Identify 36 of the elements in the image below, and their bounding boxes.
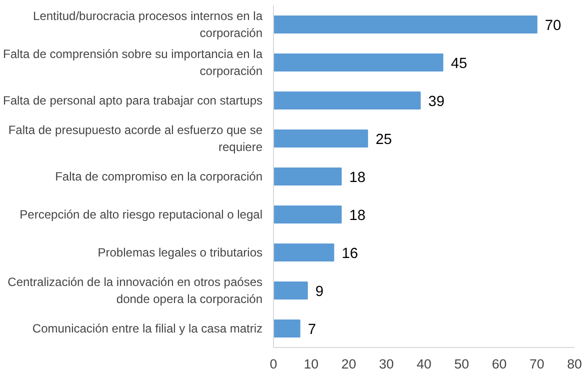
bar [274, 15, 538, 34]
bar [274, 53, 444, 72]
data-label: 18 [349, 170, 366, 186]
bar [274, 319, 300, 338]
bar [274, 243, 334, 262]
y-tick-label: Falta de presupuesto acorde al esfuerzo que se requiere [8, 123, 263, 154]
x-tick-label: 30 [378, 356, 394, 372]
bar [274, 129, 368, 148]
x-tick-label: 10 [304, 356, 319, 372]
y-tick-label: Lentitud/burocracia procesos internos en la corporación [33, 9, 263, 40]
x-tick-label: 80 [567, 356, 582, 372]
y-tick-label: Percepción de alto riesgo reputacional o legal [20, 208, 263, 222]
x-tick-label: 0 [270, 356, 278, 372]
x-tick-label: 70 [529, 356, 544, 372]
bar [274, 281, 308, 300]
y-tick-label: Falta de compromiso en la corporación [55, 170, 263, 184]
y-tick-label: Centralización de la innovación en otros paóses donde opera la corporación [8, 275, 263, 306]
x-tick-label: 50 [454, 356, 470, 372]
y-tick-label: Problemas legales o tributarios [98, 246, 262, 260]
y-tick-label: Falta de comprensión sobre su importancia en la corporación [3, 47, 263, 78]
y-tick-label: Falta de personal apto para trabajar con startups [3, 94, 263, 108]
data-label: 9 [315, 284, 324, 300]
bar [274, 91, 421, 110]
bar [274, 205, 342, 224]
data-label: 39 [428, 94, 445, 110]
y-tick-label: Comunicación entre la filial y la casa matriz [32, 322, 262, 336]
bar [274, 167, 342, 186]
data-label: 7 [308, 322, 316, 338]
x-tick-label: 40 [416, 356, 432, 372]
x-tick-label: 60 [492, 356, 507, 372]
data-label: 16 [342, 246, 358, 262]
x-tick-label: 20 [341, 356, 356, 372]
data-label: 18 [349, 208, 366, 224]
data-label: 70 [544, 18, 562, 34]
data-label: 25 [376, 132, 392, 148]
data-label: 45 [450, 56, 468, 72]
